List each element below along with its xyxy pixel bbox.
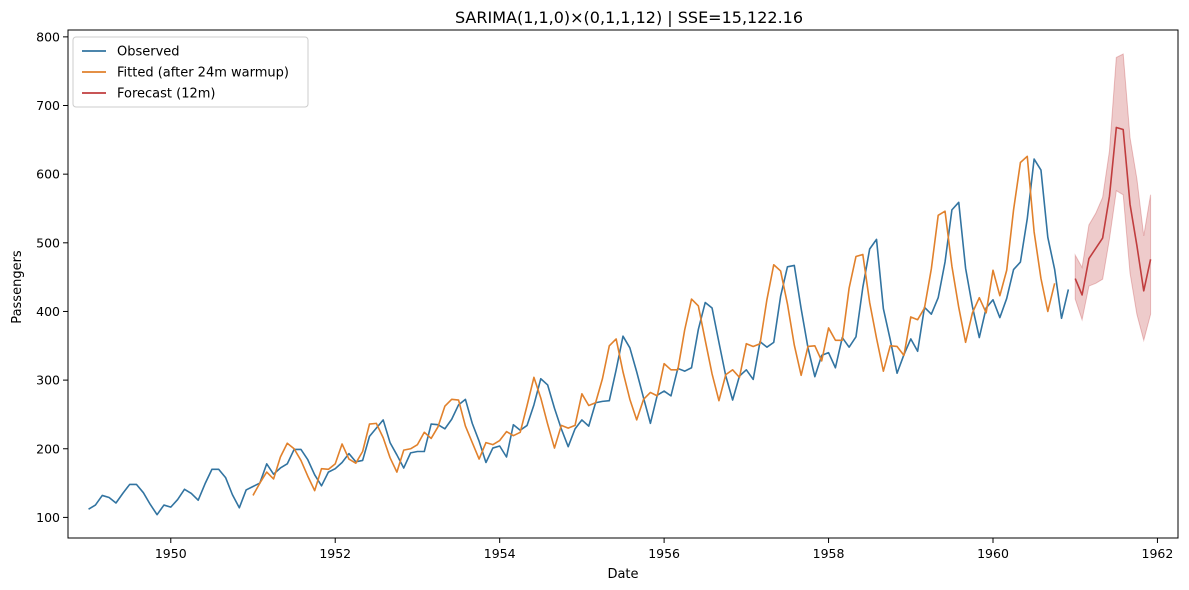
- x-tick-label: 1962: [1142, 546, 1174, 561]
- y-axis-label: Passengers: [10, 250, 25, 324]
- series-line-2: [1074, 126, 1152, 296]
- y-tick-label: 400: [36, 304, 60, 319]
- series-line-0: [88, 158, 1070, 516]
- y-tick-label: 700: [36, 98, 60, 113]
- legend-box: [72, 36, 309, 108]
- x-tick-label: 1956: [648, 546, 680, 561]
- x-axis-label: Date: [607, 567, 638, 582]
- axes: 1950 1952 1954 1956 1958 1960 1962 100 200 300 400…: [36, 29, 1179, 561]
- axes-frame: [67, 29, 1179, 539]
- x-tick-label: 1958: [813, 546, 845, 561]
- legend-label-0: Observed: [117, 45, 180, 60]
- legend-label-1: Fitted (after 24m warmup): [117, 66, 289, 81]
- legend-label-2: Forecast (12m): [117, 87, 216, 102]
- y-tick-label: 800: [36, 29, 60, 44]
- forecast-interval-band: [1074, 53, 1152, 343]
- y-tick-label: 600: [36, 167, 60, 182]
- y-tick-label: 300: [36, 373, 60, 388]
- plot-area: [88, 53, 1152, 516]
- legend: Observed Fitted (after 24m warmup) Forecas…: [72, 36, 309, 108]
- x-tick-label: 1954: [484, 546, 516, 561]
- y-tick-label: 100: [36, 510, 60, 525]
- x-tick-label: 1950: [155, 546, 187, 561]
- chart-title: SARIMA(1,1,0)×(0,1,1,12) | SSE=15,122.16: [455, 8, 803, 27]
- series-line-1: [252, 155, 1056, 496]
- y-tick-label: 200: [36, 441, 60, 456]
- x-tick-label: 1960: [977, 546, 1009, 561]
- x-tick-label: 1952: [319, 546, 351, 561]
- y-tick-label: 500: [36, 235, 60, 250]
